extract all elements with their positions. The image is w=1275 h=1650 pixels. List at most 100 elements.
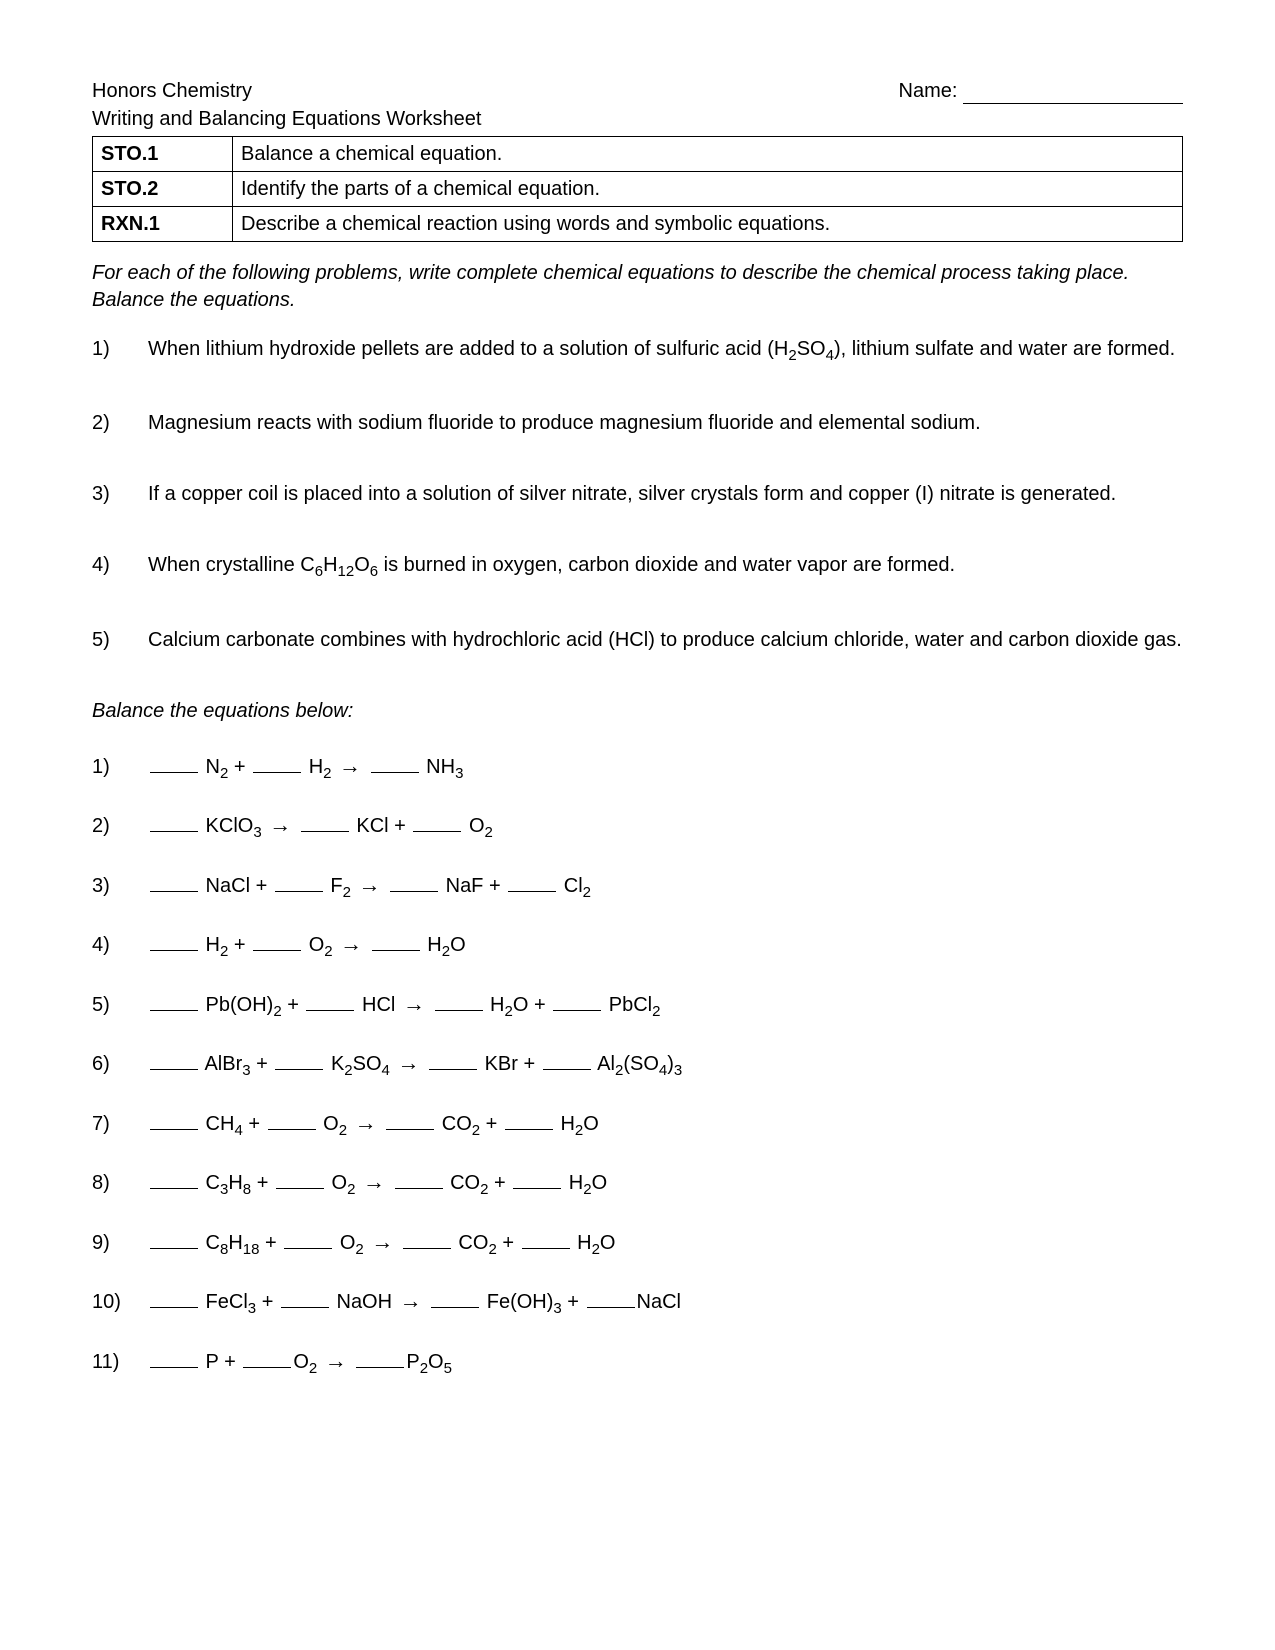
coefficient-blank[interactable] [253, 931, 301, 951]
equation-problem: 7) CH4 + O2 → CO2 + H2O [92, 1109, 1183, 1141]
equation-problem: 8) C3H8 + O2 → CO2 + H2O [92, 1168, 1183, 1200]
problem-number: 5) [92, 627, 148, 654]
coefficient-blank[interactable] [505, 1110, 553, 1130]
word-problem: 5)Calcium carbonate combines with hydroc… [92, 627, 1183, 654]
coefficient-blank[interactable] [429, 1050, 477, 1070]
coefficient-blank[interactable] [281, 1288, 329, 1308]
reaction-arrow-icon: → [397, 1050, 419, 1075]
coefficient-blank[interactable] [275, 872, 323, 892]
coefficient-blank[interactable] [150, 872, 198, 892]
equation-number: 4) [92, 932, 148, 958]
coefficient-blank[interactable] [413, 812, 461, 832]
equation-problem: 5) Pb(OH)2 + HCl → H2O + PbCl2 [92, 990, 1183, 1022]
coefficient-blank[interactable] [386, 1110, 434, 1130]
coefficient-blank[interactable] [150, 1169, 198, 1189]
worksheet-subtitle: Writing and Balancing Equations Workshee… [92, 106, 1183, 132]
equation-problem: 4) H2 + O2 → H2O [92, 930, 1183, 962]
equation-number: 3) [92, 873, 148, 899]
word-problem: 1)When lithium hydroxide pellets are add… [92, 336, 1183, 366]
coefficient-blank[interactable] [150, 753, 198, 773]
standards-table: STO.1Balance a chemical equation.STO.2Id… [92, 136, 1183, 242]
word-problem: 2)Magnesium reacts with sodium fluoride … [92, 410, 1183, 437]
coefficient-blank[interactable] [276, 1169, 324, 1189]
problem-text: If a copper coil is placed into a soluti… [148, 481, 1183, 508]
standards-row: RXN.1Describe a chemical reaction using … [93, 207, 1183, 242]
coefficient-blank[interactable] [508, 872, 556, 892]
word-problem: 4)When crystalline C6H12O6 is burned in … [92, 552, 1183, 582]
coefficient-blank[interactable] [150, 812, 198, 832]
equation-body: Pb(OH)2 + HCl → H2O + PbCl2 [148, 990, 1183, 1022]
standard-code: STO.2 [93, 172, 233, 207]
problem-number: 3) [92, 481, 148, 508]
coefficient-blank[interactable] [371, 753, 419, 773]
coefficient-blank[interactable] [243, 1348, 291, 1368]
coefficient-blank[interactable] [513, 1169, 561, 1189]
equation-number: 10) [92, 1289, 148, 1315]
equation-body: FeCl3 + NaOH → Fe(OH)3 + NaCl [148, 1287, 1183, 1319]
equation-body: N2 + H2 → NH3 [148, 752, 1183, 784]
equation-problem: 6) AlBr3 + K2SO4 → KBr + Al2(SO4)3 [92, 1049, 1183, 1081]
equation-number: 9) [92, 1230, 148, 1256]
standard-desc: Describe a chemical reaction using words… [233, 207, 1183, 242]
coefficient-blank[interactable] [372, 931, 420, 951]
reaction-arrow-icon: → [359, 872, 381, 897]
equation-number: 7) [92, 1111, 148, 1137]
equation-body: C8H18 + O2 → CO2 + H2O [148, 1228, 1183, 1260]
coefficient-blank[interactable] [587, 1288, 635, 1308]
reaction-arrow-icon: → [363, 1169, 385, 1194]
problem-text: Calcium carbonate combines with hydrochl… [148, 627, 1183, 654]
coefficient-blank[interactable] [150, 991, 198, 1011]
equation-number: 1) [92, 754, 148, 780]
reaction-arrow-icon: → [325, 1348, 347, 1373]
reaction-arrow-icon: → [403, 991, 425, 1016]
coefficient-blank[interactable] [150, 1050, 198, 1070]
equation-problem: 10) FeCl3 + NaOH → Fe(OH)3 + NaCl [92, 1287, 1183, 1319]
coefficient-blank[interactable] [301, 812, 349, 832]
coefficient-blank[interactable] [431, 1288, 479, 1308]
coefficient-blank[interactable] [522, 1229, 570, 1249]
standard-desc: Balance a chemical equation. [233, 137, 1183, 172]
coefficient-blank[interactable] [150, 1110, 198, 1130]
coefficient-blank[interactable] [268, 1110, 316, 1130]
coefficient-blank[interactable] [403, 1229, 451, 1249]
equation-problem: 9) C8H18 + O2 → CO2 + H2O [92, 1228, 1183, 1260]
reaction-arrow-icon: → [371, 1229, 393, 1254]
equation-number: 8) [92, 1170, 148, 1196]
equation-number: 5) [92, 992, 148, 1018]
equation-number: 2) [92, 813, 148, 839]
equation-body: AlBr3 + K2SO4 → KBr + Al2(SO4)3 [148, 1049, 1183, 1081]
coefficient-blank[interactable] [306, 991, 354, 1011]
coefficient-blank[interactable] [356, 1348, 404, 1368]
instructions-section1: For each of the following problems, writ… [92, 260, 1183, 314]
coefficient-blank[interactable] [150, 931, 198, 951]
problem-text: When crystalline C6H12O6 is burned in ox… [148, 552, 1183, 582]
coefficient-blank[interactable] [543, 1050, 591, 1070]
standard-code: RXN.1 [93, 207, 233, 242]
name-blank[interactable] [963, 103, 1183, 104]
equation-body: CH4 + O2 → CO2 + H2O [148, 1109, 1183, 1141]
equation-problem: 1) N2 + H2 → NH3 [92, 752, 1183, 784]
name-label: Name: [899, 80, 958, 102]
coefficient-blank[interactable] [435, 991, 483, 1011]
standard-code: STO.1 [93, 137, 233, 172]
reaction-arrow-icon: → [339, 753, 361, 778]
equation-number: 6) [92, 1051, 148, 1077]
coefficient-blank[interactable] [150, 1229, 198, 1249]
name-field: Name: [899, 78, 1183, 104]
coefficient-blank[interactable] [275, 1050, 323, 1070]
coefficient-blank[interactable] [150, 1348, 198, 1368]
word-problems-list: 1)When lithium hydroxide pellets are add… [92, 336, 1183, 654]
instructions-section2: Balance the equations below: [92, 698, 1183, 724]
equation-body: H2 + O2 → H2O [148, 930, 1183, 962]
problem-text: Magnesium reacts with sodium fluoride to… [148, 410, 1183, 437]
coefficient-blank[interactable] [150, 1288, 198, 1308]
problem-number: 2) [92, 410, 148, 437]
coefficient-blank[interactable] [253, 753, 301, 773]
coefficient-blank[interactable] [553, 991, 601, 1011]
standards-row: STO.1Balance a chemical equation. [93, 137, 1183, 172]
reaction-arrow-icon: → [269, 812, 291, 837]
coefficient-blank[interactable] [284, 1229, 332, 1249]
coefficient-blank[interactable] [390, 872, 438, 892]
coefficient-blank[interactable] [395, 1169, 443, 1189]
course-title: Honors Chemistry [92, 78, 252, 104]
